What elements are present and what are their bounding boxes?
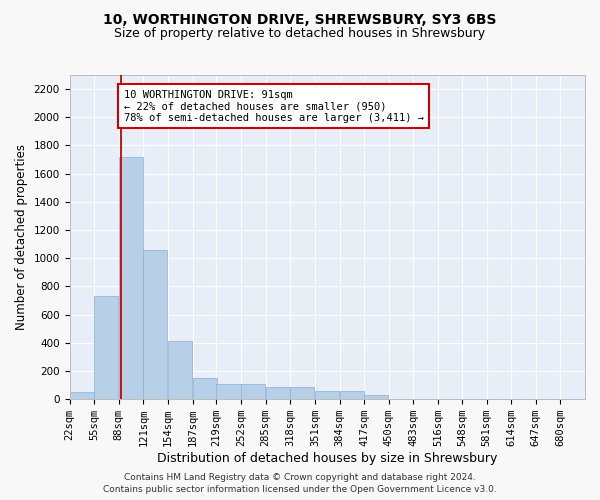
Bar: [364, 395, 388, 399]
Bar: [168, 340, 192, 399]
Bar: [119, 157, 143, 399]
X-axis label: Distribution of detached houses by size in Shrewsbury: Distribution of detached houses by size …: [157, 452, 497, 465]
Bar: [193, 378, 217, 399]
Bar: [315, 392, 339, 399]
Bar: [217, 384, 241, 399]
Bar: [143, 250, 167, 399]
Bar: [241, 384, 265, 399]
Y-axis label: Number of detached properties: Number of detached properties: [15, 144, 28, 330]
Text: Contains HM Land Registry data © Crown copyright and database right 2024.
Contai: Contains HM Land Registry data © Crown c…: [103, 472, 497, 494]
Bar: [94, 296, 118, 399]
Bar: [290, 386, 314, 399]
Text: 10, WORTHINGTON DRIVE, SHREWSBURY, SY3 6BS: 10, WORTHINGTON DRIVE, SHREWSBURY, SY3 6…: [103, 12, 497, 26]
Text: 10 WORTHINGTON DRIVE: 91sqm
← 22% of detached houses are smaller (950)
78% of se: 10 WORTHINGTON DRIVE: 91sqm ← 22% of det…: [124, 90, 424, 123]
Bar: [340, 392, 364, 399]
Bar: [266, 386, 290, 399]
Text: Size of property relative to detached houses in Shrewsbury: Size of property relative to detached ho…: [115, 28, 485, 40]
Bar: [70, 392, 94, 399]
